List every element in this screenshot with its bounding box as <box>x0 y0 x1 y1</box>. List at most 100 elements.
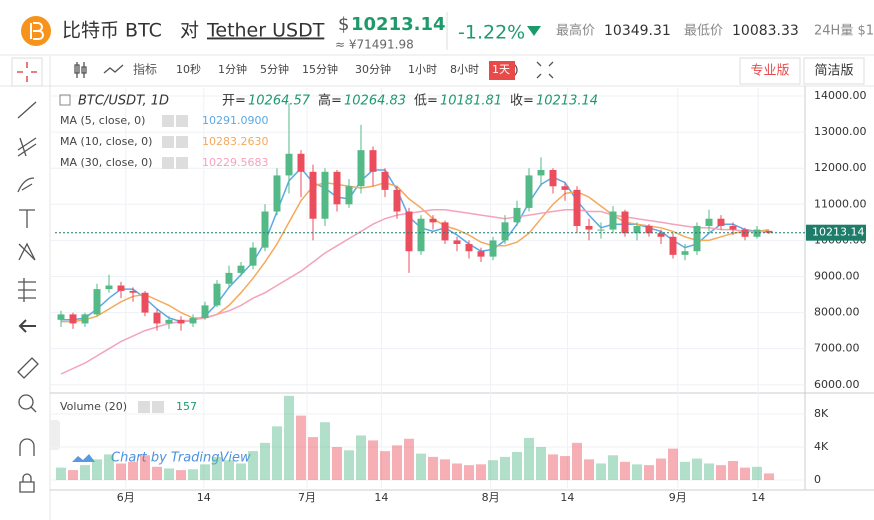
candle-body <box>705 218 713 226</box>
volume-bar <box>344 450 354 480</box>
vol-settings[interactable] <box>138 401 150 413</box>
ma-remove[interactable] <box>176 115 188 127</box>
v-tick-label: 4K <box>814 440 829 453</box>
candle-body <box>561 186 569 190</box>
candle-body <box>441 222 449 241</box>
volume-bar <box>104 454 114 480</box>
zoom-handle <box>30 406 37 413</box>
ohlc-label: 低= <box>414 94 438 109</box>
brush-tool[interactable] <box>17 177 35 193</box>
toolbar: 指标 10秒 1分钟 5分钟 15分钟 30分钟 1小时 8小时 1天 专业版 简洁版 <box>74 57 865 85</box>
indicator-icon <box>103 64 124 74</box>
fullscreen-icon[interactable] <box>536 61 554 79</box>
volume-bar <box>704 463 714 480</box>
line-tool[interactable] <box>17 101 37 119</box>
indicator[interactable]: 指标 <box>133 62 157 77</box>
ma-value: 10291.0900 <box>202 114 268 127</box>
volume-bar <box>524 437 534 480</box>
candle-body <box>225 272 233 284</box>
candle-body <box>201 305 209 319</box>
candle-icon <box>74 62 87 78</box>
volume-bar <box>356 435 366 480</box>
candle-body <box>597 229 605 231</box>
active-interval-bg <box>489 61 515 80</box>
crosshair-tool[interactable] <box>17 62 37 82</box>
text-tool[interactable] <box>19 209 35 228</box>
vol-label: 24H量 $1 <box>814 24 874 39</box>
zoom-tool[interactable] <box>18 394 34 410</box>
quote: Tether USDT <box>206 20 325 42</box>
cny: ≈ ¥71491.98 <box>335 38 414 52</box>
candle-body <box>297 153 305 172</box>
candle-body <box>93 289 101 315</box>
volume-bar <box>236 463 246 480</box>
vs: 对 <box>180 20 199 42</box>
plot: Chart by TradingView <box>55 103 805 480</box>
candle-body <box>153 312 161 324</box>
ohlc-label: 高= <box>318 93 342 109</box>
predict-tool[interactable] <box>18 278 36 302</box>
interval[interactable]: 1天 <box>492 63 510 76</box>
volume-bar <box>416 453 426 480</box>
volume-bar <box>188 469 198 480</box>
candle-body <box>321 171 329 219</box>
interval[interactable]: 8小时 <box>450 63 479 76</box>
magnet-tool[interactable] <box>19 438 35 456</box>
ohlc-value: 10213.14 <box>536 94 598 109</box>
volume-bar <box>572 442 582 480</box>
pattern-tool[interactable] <box>18 242 36 261</box>
volume-bar <box>368 440 378 480</box>
interval[interactable]: 1小时 <box>408 63 437 76</box>
volume-bar <box>380 451 390 480</box>
candle-body <box>81 314 89 324</box>
ruler-tool[interactable] <box>17 357 39 379</box>
ohlc-value: 10264.57 <box>248 94 311 109</box>
candle-body <box>669 236 677 255</box>
symbol: BTC/USDT, 1D <box>78 94 169 109</box>
x-tick-label: 14 <box>374 491 388 504</box>
low-label: 最低价 <box>684 24 723 39</box>
candle-body <box>213 283 221 306</box>
y-tick-label: 8000.00 <box>814 306 860 319</box>
x-tick-label: 9月 <box>669 491 687 504</box>
collapse-tab[interactable] <box>50 420 60 450</box>
lock-tool[interactable] <box>19 473 35 493</box>
ma-remove[interactable] <box>176 157 188 169</box>
ohlc-value: 10264.83 <box>344 94 406 109</box>
volume-bar <box>536 446 546 480</box>
candle-body <box>477 251 485 257</box>
volume-bar <box>176 470 186 480</box>
interval[interactable]: 10秒 <box>176 62 201 76</box>
volume-bar <box>284 395 294 480</box>
ma-remove[interactable] <box>176 136 188 148</box>
mode-btn[interactable] <box>739 57 801 85</box>
mode-btn[interactable] <box>803 57 865 85</box>
candle-body <box>237 265 245 273</box>
candle-body <box>765 230 773 233</box>
volume-bar <box>656 458 666 480</box>
candle-body <box>645 225 653 234</box>
ma-settings[interactable] <box>162 115 174 127</box>
volume-bar <box>224 460 234 480</box>
interval[interactable]: 15分钟 <box>302 62 338 76</box>
back-tool[interactable] <box>18 319 36 333</box>
ma-settings[interactable] <box>162 157 174 169</box>
interval[interactable]: 5分钟 <box>260 62 289 76</box>
grid <box>50 88 805 488</box>
interval[interactable]: 30分钟 <box>355 62 391 76</box>
x-tick-label: 14 <box>560 491 574 504</box>
v-tick-label: 0 <box>814 473 821 486</box>
fib-tool[interactable] <box>17 137 37 157</box>
candle-body <box>357 150 365 187</box>
collapse-btn[interactable] <box>59 94 71 106</box>
volume-bar <box>464 465 474 480</box>
volume-bar <box>92 459 102 480</box>
candle-body <box>525 175 533 208</box>
ma-settings[interactable] <box>162 136 174 148</box>
candle-body <box>585 225 593 230</box>
y-tick-label: 9000.00 <box>814 269 860 282</box>
candle-body <box>717 218 725 226</box>
volume-bar <box>320 422 330 480</box>
vol-remove[interactable] <box>152 401 164 413</box>
interval[interactable]: 1分钟 <box>218 62 247 76</box>
